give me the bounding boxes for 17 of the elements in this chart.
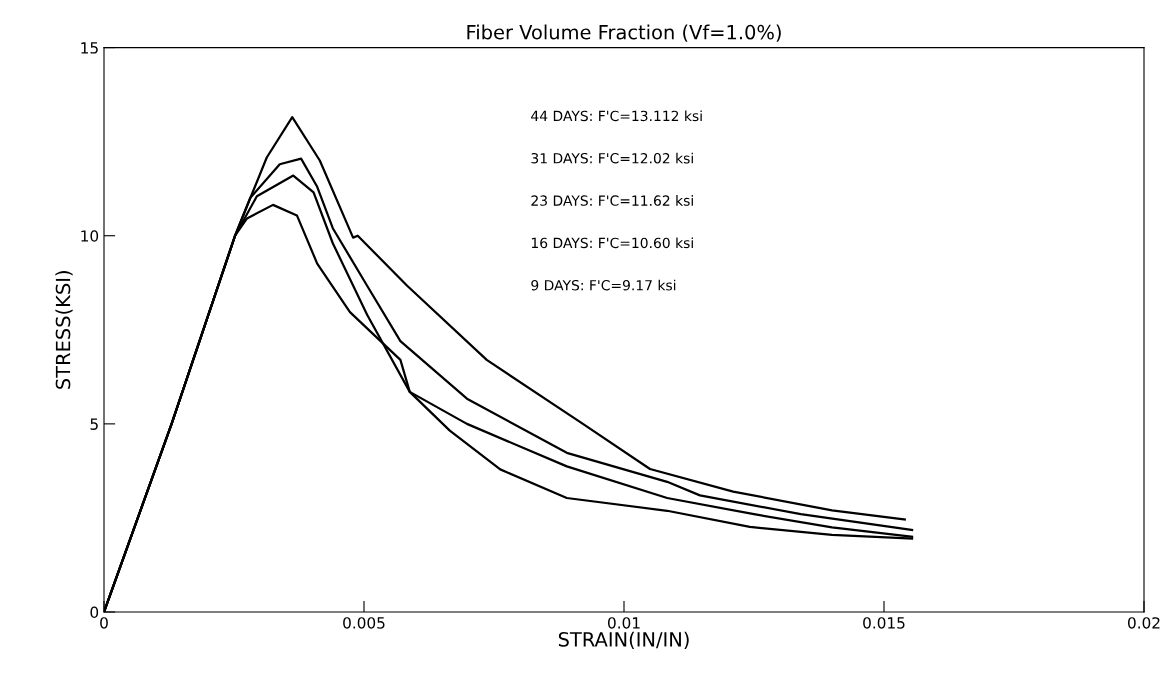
annotation: 23 DAYS: F'C=11.62 ksi <box>531 195 693 206</box>
y-tick-label: 5 <box>90 418 98 430</box>
annotation: 16 DAYS: F'C=10.60 ksi <box>531 237 693 249</box>
x-tick-label: 0.01 <box>608 617 640 629</box>
y-tick-label: 15 <box>81 42 98 54</box>
y-axis-title: STRESS(KSI) <box>55 271 73 389</box>
x-tick-label: 0.015 <box>863 617 905 629</box>
x-tick-label: 0.02 <box>1128 617 1160 629</box>
y-tick-label: 10 <box>81 230 99 242</box>
x-tick-label: 0.005 <box>343 617 385 629</box>
chart-title: Fiber Volume Fraction (Vf=1.0%) <box>467 24 781 42</box>
y-tick-label: 0 <box>90 606 99 619</box>
x-axis-title: STRAIN(IN/IN) <box>558 631 689 649</box>
annotation: 44 DAYS: F'C=13.112 ksi <box>531 110 702 122</box>
annotation: 31 DAYS: F'C=12.02 ksi <box>531 152 693 164</box>
x-tick-label: 0 <box>100 617 108 629</box>
annotation: 9 DAYS: F'C=9.17 ksi <box>531 279 676 291</box>
